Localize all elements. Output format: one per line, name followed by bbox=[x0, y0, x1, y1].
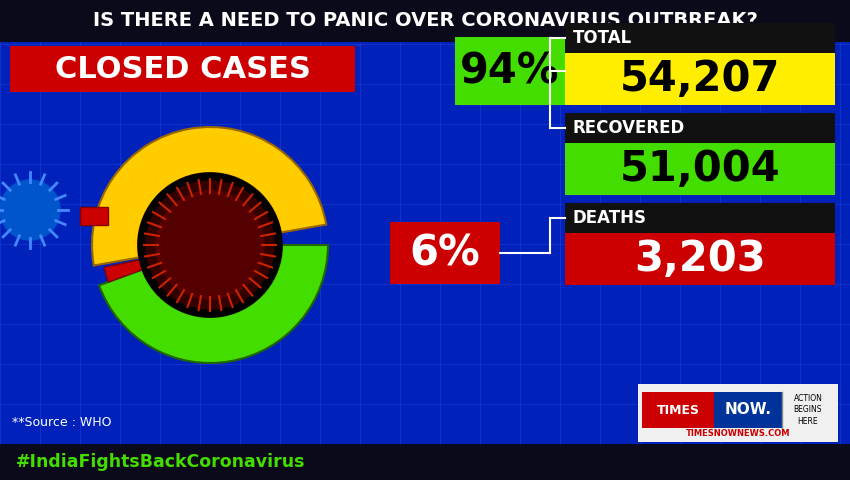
Circle shape bbox=[0, 180, 60, 240]
FancyBboxPatch shape bbox=[80, 207, 108, 225]
Wedge shape bbox=[92, 127, 326, 265]
Bar bbox=[390, 222, 500, 284]
Text: 6%: 6% bbox=[410, 232, 480, 274]
Bar bbox=[714, 392, 782, 428]
Bar bbox=[455, 37, 565, 105]
Bar bbox=[0, 444, 850, 480]
Text: ACTION
BEGINS
HERE: ACTION BEGINS HERE bbox=[794, 395, 823, 426]
Text: NOW.: NOW. bbox=[724, 403, 772, 418]
Text: 94%: 94% bbox=[460, 50, 560, 92]
Bar bbox=[565, 143, 835, 195]
Bar bbox=[0, 0, 850, 42]
Text: TIMES: TIMES bbox=[656, 404, 700, 417]
Text: 51,004: 51,004 bbox=[620, 148, 780, 190]
Text: TOTAL: TOTAL bbox=[573, 29, 632, 47]
Text: 54,207: 54,207 bbox=[620, 58, 780, 100]
Bar bbox=[10, 46, 355, 92]
Circle shape bbox=[156, 191, 264, 299]
Text: TIMESNOWNEWS.COM: TIMESNOWNEWS.COM bbox=[686, 430, 790, 439]
Text: RECOVERED: RECOVERED bbox=[573, 119, 685, 137]
Circle shape bbox=[138, 173, 282, 317]
Text: 3,203: 3,203 bbox=[634, 238, 766, 280]
Wedge shape bbox=[99, 245, 328, 363]
Wedge shape bbox=[105, 260, 142, 282]
Bar bbox=[638, 384, 838, 442]
Text: IS THERE A NEED TO PANIC OVER CORONAVIRUS OUTBREAK?: IS THERE A NEED TO PANIC OVER CORONAVIRU… bbox=[93, 12, 757, 31]
Bar bbox=[642, 392, 714, 428]
Bar bbox=[565, 23, 835, 53]
Bar bbox=[565, 203, 835, 233]
Text: CLOSED CASES: CLOSED CASES bbox=[54, 55, 310, 84]
Bar bbox=[565, 113, 835, 143]
Text: DEATHS: DEATHS bbox=[573, 209, 647, 227]
Text: #IndiaFightsBackCoronavirus: #IndiaFightsBackCoronavirus bbox=[16, 453, 305, 471]
Text: **Source : WHO: **Source : WHO bbox=[12, 416, 111, 429]
Circle shape bbox=[146, 181, 274, 309]
Bar bbox=[565, 233, 835, 285]
Bar bbox=[565, 53, 835, 105]
Bar bbox=[0, 42, 850, 444]
